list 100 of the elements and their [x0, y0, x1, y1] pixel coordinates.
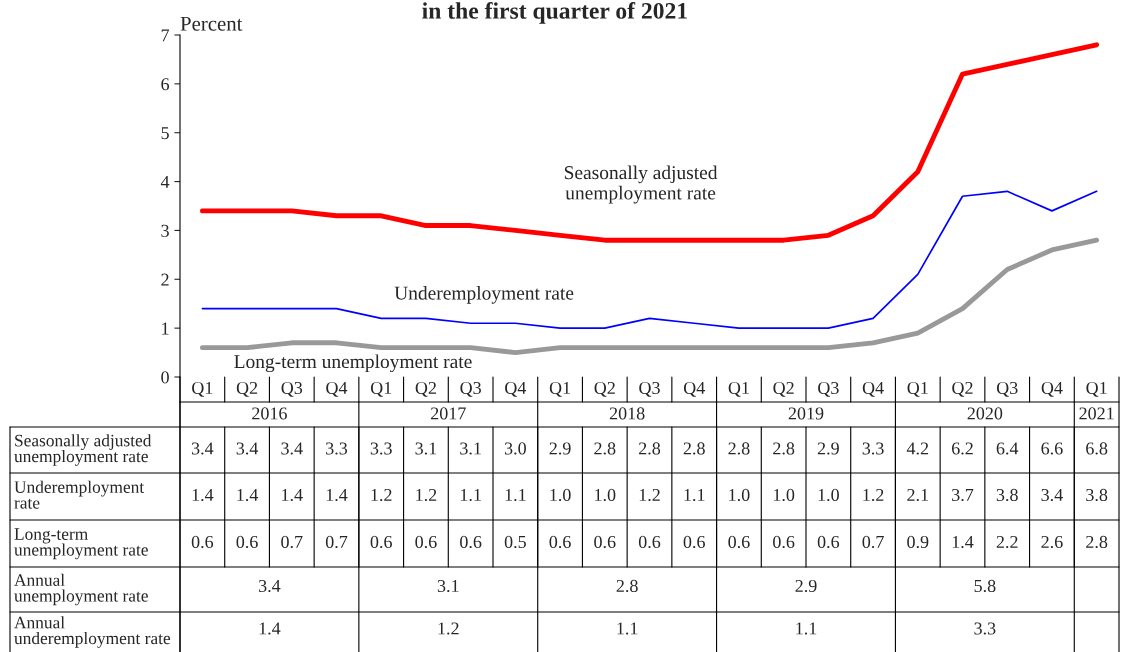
x-tick-label: Q1 — [370, 381, 392, 397]
data-label: 0.5 — [504, 535, 526, 549]
x-tick-label: Q1 — [1086, 381, 1107, 397]
data-label: 2.9 — [817, 442, 839, 455]
y-tick-label: 7 — [161, 29, 170, 42]
data-label: 1.4 — [952, 535, 974, 549]
data-label: 1.2 — [639, 488, 660, 502]
chart-title: in the first quarter of 2021 — [422, 2, 687, 24]
x-tick-label: Q4 — [862, 381, 884, 397]
data-label: 2.8 — [728, 442, 750, 455]
x-tick-label: Q1 — [907, 381, 928, 397]
y-tick-label: 6 — [161, 78, 170, 91]
text: 3.1 — [437, 579, 459, 593]
text: 2.8 — [616, 579, 638, 593]
series-label: Underemployment rate — [394, 286, 574, 304]
data-label: 0.6 — [191, 535, 214, 549]
data-label: 3.4 — [281, 442, 303, 455]
data-label: 0.6 — [236, 535, 258, 549]
data-label: 0.6 — [594, 535, 616, 549]
text: Annual unemployment rate — [14, 573, 148, 606]
data-label: 0.6 — [549, 535, 571, 549]
data-label: 2.6 — [1041, 535, 1063, 549]
data-label: 3.8 — [996, 488, 1018, 502]
data-label: 3.1 — [460, 442, 481, 455]
text: 2.9 — [795, 579, 817, 593]
data-label: 0.6 — [415, 535, 437, 549]
data-label: 2.2 — [996, 535, 1018, 549]
data-label: 0.7 — [281, 535, 303, 549]
text: 1.4 — [259, 622, 281, 635]
data-label: 1.2 — [416, 488, 437, 502]
data-label: 0.6 — [683, 535, 705, 549]
data-label: 0.9 — [907, 535, 929, 549]
text: 2020 — [967, 407, 1003, 420]
text: 2016 — [252, 407, 287, 420]
data-label: 0.7 — [862, 535, 884, 549]
data-label: 6.2 — [951, 442, 973, 455]
data-label: 3.7 — [952, 488, 974, 502]
x-tick-label: Q4 — [505, 381, 527, 397]
data-label: 3.3 — [862, 442, 884, 455]
data-label: 2.8 — [773, 442, 795, 455]
data-label: 2.8 — [594, 442, 616, 455]
data-label: 1.4 — [237, 488, 259, 502]
data-label: 2.8 — [1086, 535, 1108, 549]
text: 3.4 — [259, 579, 281, 593]
data-label: 3.3 — [370, 442, 392, 455]
data-label: 1.1 — [684, 488, 705, 502]
text: Underemployment rate — [14, 480, 145, 509]
x-tick-label: Q3 — [460, 381, 481, 397]
data-label: 3.4 — [236, 442, 259, 455]
data-label: 2.8 — [639, 442, 661, 455]
data-label: 3.4 — [191, 442, 214, 455]
text: 2018 — [609, 407, 645, 420]
data-label: 3.4 — [1041, 488, 1063, 502]
x-tick-label: Q4 — [326, 381, 348, 397]
y-tick-label: 0 — [161, 371, 169, 384]
x-tick-label: Q2 — [773, 381, 794, 397]
data-label: 1.2 — [371, 488, 392, 502]
data-label: 0.6 — [728, 535, 750, 549]
text: 2019 — [788, 407, 824, 420]
data-label: 0.6 — [460, 535, 482, 549]
text: 3.3 — [974, 622, 996, 635]
data-label: 1.0 — [595, 488, 616, 502]
text: 2021 — [1079, 407, 1114, 420]
x-tick-label: Q3 — [639, 381, 660, 397]
x-tick-label: Q4 — [683, 381, 705, 397]
x-tick-label: Q2 — [952, 381, 973, 397]
data-label: 1.0 — [773, 488, 795, 502]
data-label: 3.0 — [504, 442, 526, 455]
data-label: 3.1 — [415, 442, 437, 455]
x-tick-label: Q3 — [818, 381, 839, 397]
data-label: 0.6 — [370, 535, 392, 549]
text: 1.1 — [796, 622, 817, 635]
data-label: 6.4 — [996, 442, 1019, 455]
data-label: 0.7 — [325, 535, 348, 549]
text: 1.1 — [617, 622, 638, 635]
data-label: 1.4 — [282, 488, 303, 502]
x-tick-label: Q2 — [594, 381, 615, 397]
data-label: 1.0 — [729, 488, 750, 502]
data-label: 4.2 — [906, 442, 929, 455]
y-axis-title: Percent — [180, 16, 243, 31]
text: Seasonally adjusted unemployment rate — [14, 434, 152, 466]
x-tick-label: Q1 — [728, 381, 749, 397]
x-tick-label: Q1 — [549, 381, 571, 397]
series-label: Seasonally adjusted unemployment rate — [564, 165, 718, 204]
data-label: 1.4 — [192, 488, 214, 502]
x-tick-label: Q3 — [996, 381, 1018, 397]
line-series — [199, 42, 1100, 243]
x-tick-label: Q1 — [192, 381, 213, 397]
data-label: 1.0 — [550, 488, 571, 502]
data-label: 6.8 — [1086, 442, 1108, 455]
data-label: 1.1 — [460, 488, 481, 502]
series-label: Long-term unemployment rate — [234, 354, 472, 373]
y-tick-label: 4 — [160, 175, 170, 188]
data-label: 1.2 — [863, 488, 884, 502]
y-tick-label: 3 — [161, 224, 169, 237]
text: Annual underemployment rate — [14, 616, 171, 648]
data-label: 3.8 — [1086, 488, 1108, 502]
data-label: 0.6 — [773, 535, 795, 549]
data-label: 2.8 — [683, 442, 705, 455]
line-series — [199, 237, 1100, 355]
